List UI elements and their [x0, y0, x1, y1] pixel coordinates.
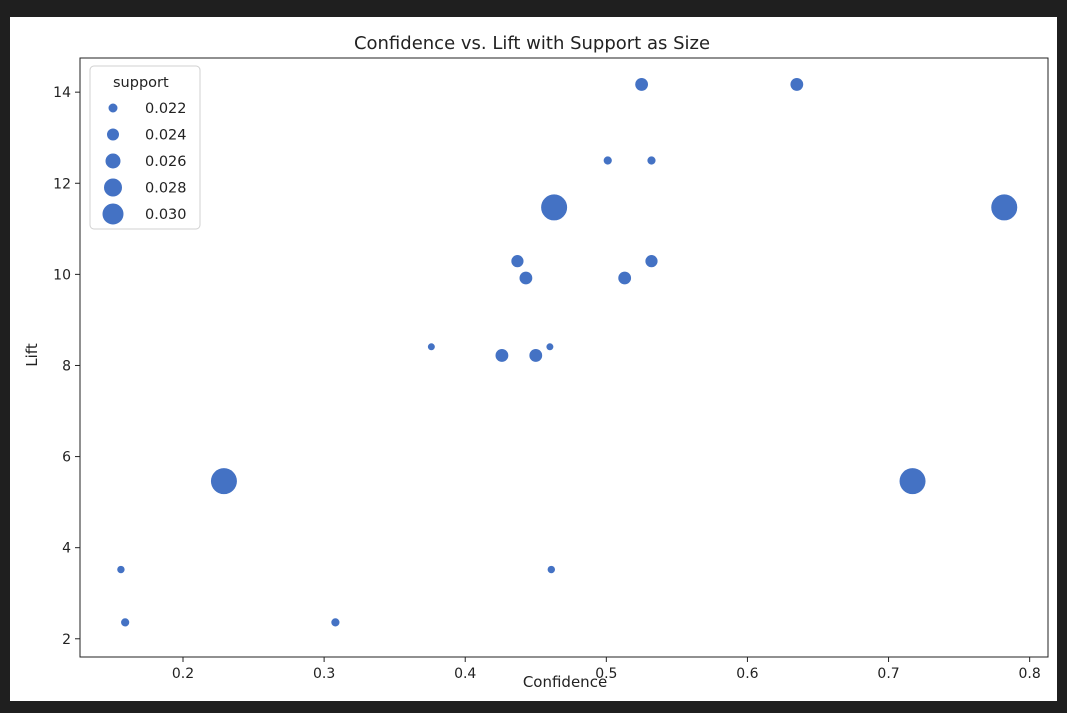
scatter-point: [646, 155, 657, 166]
legend-entry-label: 0.022: [145, 101, 187, 117]
legend-entry-label: 0.030: [145, 207, 187, 223]
x-axis-label: Confidence: [523, 673, 607, 691]
scatter-point: [789, 77, 805, 92]
y-tick-label: 12: [53, 176, 71, 192]
chart-title: Confidence vs. Lift with Support as Size: [354, 33, 710, 54]
y-tick-label: 10: [53, 267, 71, 283]
x-tick-label: 0.5: [595, 666, 617, 682]
scatter-point: [634, 77, 650, 92]
figure-canvas: 0.2 0.3 0.4 0.5 0.6 0.7 0.8 2 4 6 8 10 12 14 Confiden…: [10, 17, 1057, 701]
x-tick-label: 0.8: [1019, 666, 1041, 682]
scatter-point: [528, 348, 544, 363]
x-tick-label: 0.4: [454, 666, 476, 682]
scatter-point: [617, 270, 633, 286]
legend-entry-label: 0.024: [145, 128, 187, 144]
legend-title: support: [113, 75, 169, 91]
legend-marker: [103, 177, 123, 198]
x-tick-label: 0.6: [736, 666, 758, 682]
axes-layer: 0.2 0.3 0.4 0.5 0.6 0.7 0.8 2 4 6 8 10 12 14: [53, 57, 1049, 682]
legend-entry-label: 0.026: [145, 154, 187, 170]
legend-entry-label: 0.028: [145, 181, 187, 197]
legend-marker: [107, 102, 119, 114]
scatter-point: [426, 342, 436, 352]
scatter-point: [602, 155, 613, 166]
scatter-point: [545, 342, 555, 352]
plot-frame: [79, 57, 1049, 658]
scatter-point: [644, 254, 659, 269]
scatter-point: [510, 254, 525, 269]
y-tick-label: 14: [53, 85, 71, 101]
y-tick-label: 8: [62, 358, 71, 374]
x-tick-label: 0.7: [877, 666, 899, 682]
legend: support 0.022 0.024 0.026 0.028 0.030: [89, 65, 201, 230]
scatter-point: [494, 348, 510, 363]
scatter-point: [546, 564, 557, 575]
legend-marker: [106, 127, 120, 142]
scatter-chart: 0.2 0.3 0.4 0.5 0.6 0.7 0.8 2 4 6 8 10 12 14 Confiden…: [23, 33, 1049, 691]
legend-marker: [101, 202, 125, 226]
x-tick-label: 0.3: [313, 666, 335, 682]
scatter-point: [120, 617, 131, 628]
scatter-point: [990, 193, 1019, 222]
y-tick-label: 2: [62, 632, 71, 648]
x-tick-label: 0.2: [172, 666, 194, 682]
y-tick-label: 6: [62, 450, 71, 466]
scatter-point: [540, 193, 569, 222]
scatter-point: [518, 270, 534, 286]
scatter-point: [330, 617, 341, 628]
y-axis-label: Lift: [23, 343, 41, 367]
scatter-point: [116, 564, 126, 575]
y-tick-label: 4: [62, 541, 71, 557]
scatter-point: [209, 467, 238, 496]
legend-marker: [104, 152, 122, 170]
points-layer: [116, 77, 1019, 628]
scatter-point: [898, 467, 927, 496]
